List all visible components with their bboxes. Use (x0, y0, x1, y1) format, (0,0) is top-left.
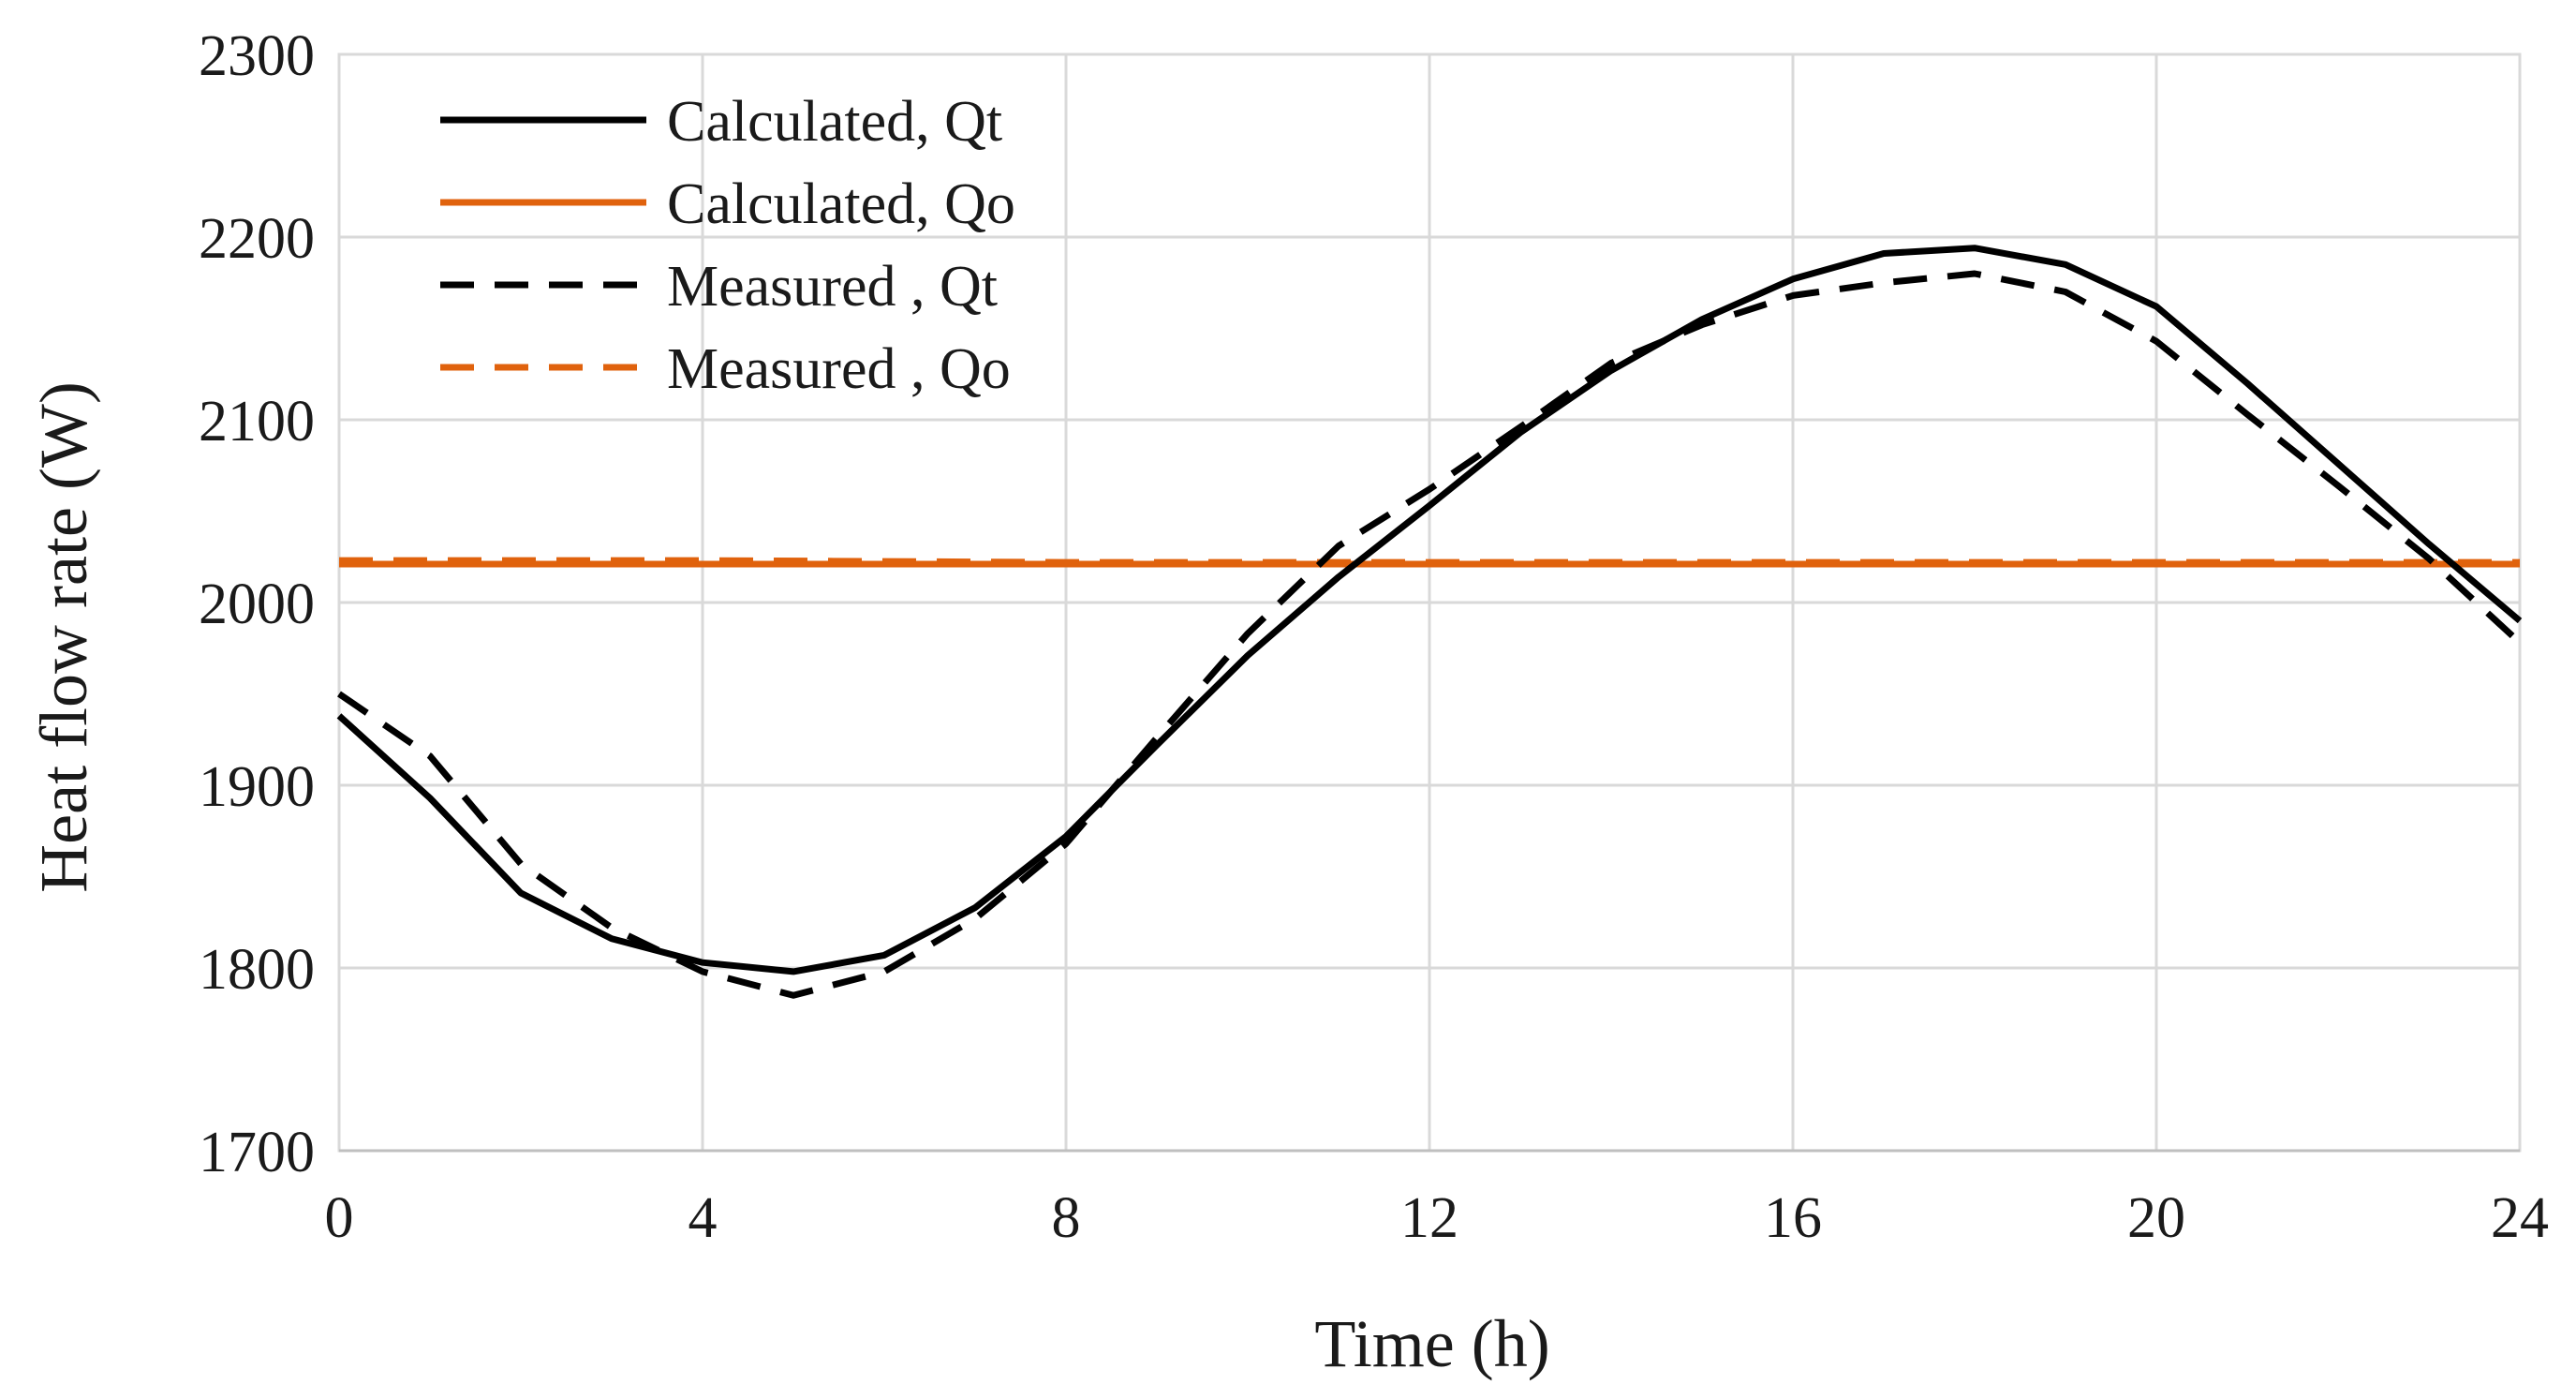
y-tick-label-4: 2100 (199, 390, 315, 454)
x-tick-label-2: 8 (1052, 1186, 1081, 1250)
legend-label-2: Measured , Qt (667, 255, 998, 319)
y-tick-label-3: 2000 (199, 573, 315, 636)
x-axis-title: Time (h) (1314, 1306, 1549, 1381)
x-tick-label-1: 4 (688, 1186, 718, 1250)
y-tick-label-0: 1700 (199, 1121, 315, 1184)
x-tick-label-6: 24 (2491, 1186, 2549, 1250)
y-tick-label-1: 1800 (199, 938, 315, 1002)
legend: Calculated, Qt Calculated, Qo Measured , Q… (440, 90, 1015, 401)
x-tick-label-3: 12 (1400, 1186, 1458, 1250)
series-line-3 (339, 557, 2520, 566)
y-axis-title: Heat flow rate (W) (26, 381, 101, 893)
y-tick-label-6: 2300 (199, 24, 315, 88)
series-line-0 (336, 245, 2523, 975)
x-tick-label-0: 0 (325, 1186, 354, 1250)
x-tick-label-5: 20 (2127, 1186, 2185, 1250)
legend-label-0: Calculated, Qt (667, 90, 1002, 154)
legend-label-3: Measured , Qo (667, 337, 1011, 401)
series-line-2 (337, 270, 2523, 999)
legend-label-1: Calculated, Qo (667, 172, 1015, 236)
y-tick-label-2: 1900 (199, 755, 315, 819)
grid (337, 52, 2522, 1153)
y-tick-label-5: 2200 (199, 207, 315, 271)
tick-labels: 1700 1800 1900 2000 2100 2200 2300 0 4 8 12 16 20 24 (199, 24, 2549, 1250)
x-tick-label-4: 16 (1764, 1186, 1822, 1250)
series-group (336, 245, 2523, 999)
